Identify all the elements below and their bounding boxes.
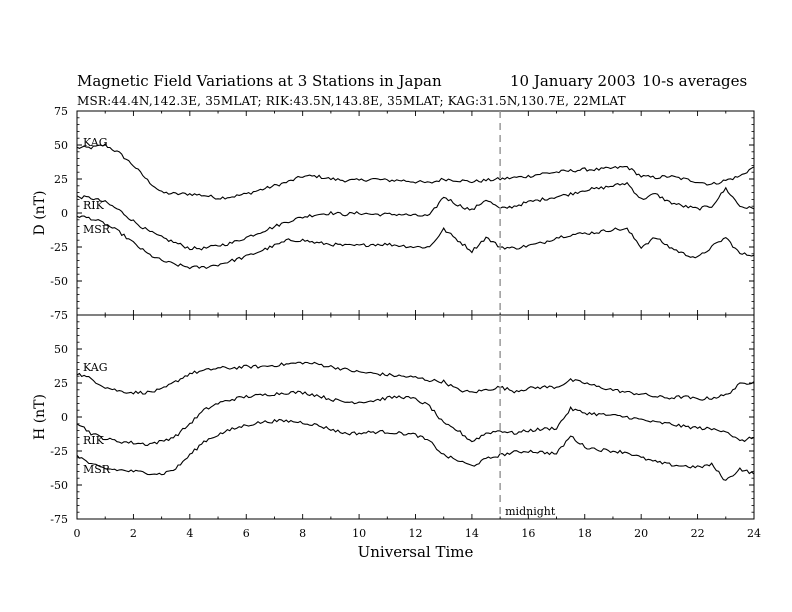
y-tick-label: -25 bbox=[50, 445, 68, 458]
y-tick-label: -50 bbox=[50, 275, 68, 288]
x-tick-label: 8 bbox=[299, 527, 306, 540]
x-tick-label: 20 bbox=[634, 527, 648, 540]
y-axis-label: D (nT) bbox=[32, 191, 48, 236]
y-tick-label: 75 bbox=[54, 105, 68, 118]
y-tick-label: 50 bbox=[54, 139, 68, 152]
y-tick-label: 0 bbox=[61, 411, 68, 424]
x-tick-label: 2 bbox=[130, 527, 137, 540]
series-line-kag bbox=[76, 361, 755, 401]
series-line-rik bbox=[76, 390, 755, 446]
y-tick-label: -75 bbox=[50, 309, 68, 322]
series-label-rik: RIK bbox=[83, 434, 105, 447]
x-tick-label: 22 bbox=[691, 527, 705, 540]
chart-title: Magnetic Field Variations at 3 Stations … bbox=[77, 72, 442, 90]
x-tick-label: 14 bbox=[465, 527, 479, 540]
series-line-rik bbox=[76, 181, 755, 251]
x-tick-label: 0 bbox=[74, 527, 81, 540]
y-tick-label: 50 bbox=[54, 343, 68, 356]
y-tick-label: -75 bbox=[50, 513, 68, 526]
x-tick-label: 6 bbox=[243, 527, 250, 540]
series-label-msr: MSR bbox=[83, 223, 111, 236]
series-label-kag: KAG bbox=[83, 361, 108, 374]
midnight-label: midnight bbox=[505, 505, 556, 518]
x-tick-label: 12 bbox=[409, 527, 423, 540]
series-line-msr bbox=[76, 215, 755, 270]
x-axis-label: Universal Time bbox=[358, 543, 474, 561]
y-tick-label: 25 bbox=[54, 377, 68, 390]
station-coordinates: MSR:44.4N,142.3E, 35MLAT; RIK:43.5N,143.… bbox=[77, 94, 626, 108]
y-axis-label: H (nT) bbox=[32, 394, 48, 440]
x-tick-label: 24 bbox=[747, 527, 761, 540]
y-tick-label: 25 bbox=[54, 173, 68, 186]
x-tick-label: 16 bbox=[521, 527, 535, 540]
series-label-rik: RIK bbox=[83, 199, 105, 212]
chart-date: 10 January 2003 bbox=[510, 72, 636, 90]
x-tick-label: 18 bbox=[578, 527, 592, 540]
x-tick-label: 4 bbox=[186, 527, 193, 540]
series-line-msr bbox=[76, 418, 755, 481]
series-line-kag bbox=[76, 143, 755, 200]
y-tick-label: -25 bbox=[50, 241, 68, 254]
y-tick-label: 0 bbox=[61, 207, 68, 220]
plot-frame-2 bbox=[76, 314, 755, 520]
averaging-note: 10-s averages bbox=[642, 72, 748, 90]
x-tick-label: 10 bbox=[352, 527, 366, 540]
y-tick-label: -50 bbox=[50, 479, 68, 492]
series-label-msr: MSR bbox=[83, 463, 111, 476]
series-label-kag: KAG bbox=[83, 136, 108, 149]
plot-frame-1 bbox=[76, 110, 755, 316]
